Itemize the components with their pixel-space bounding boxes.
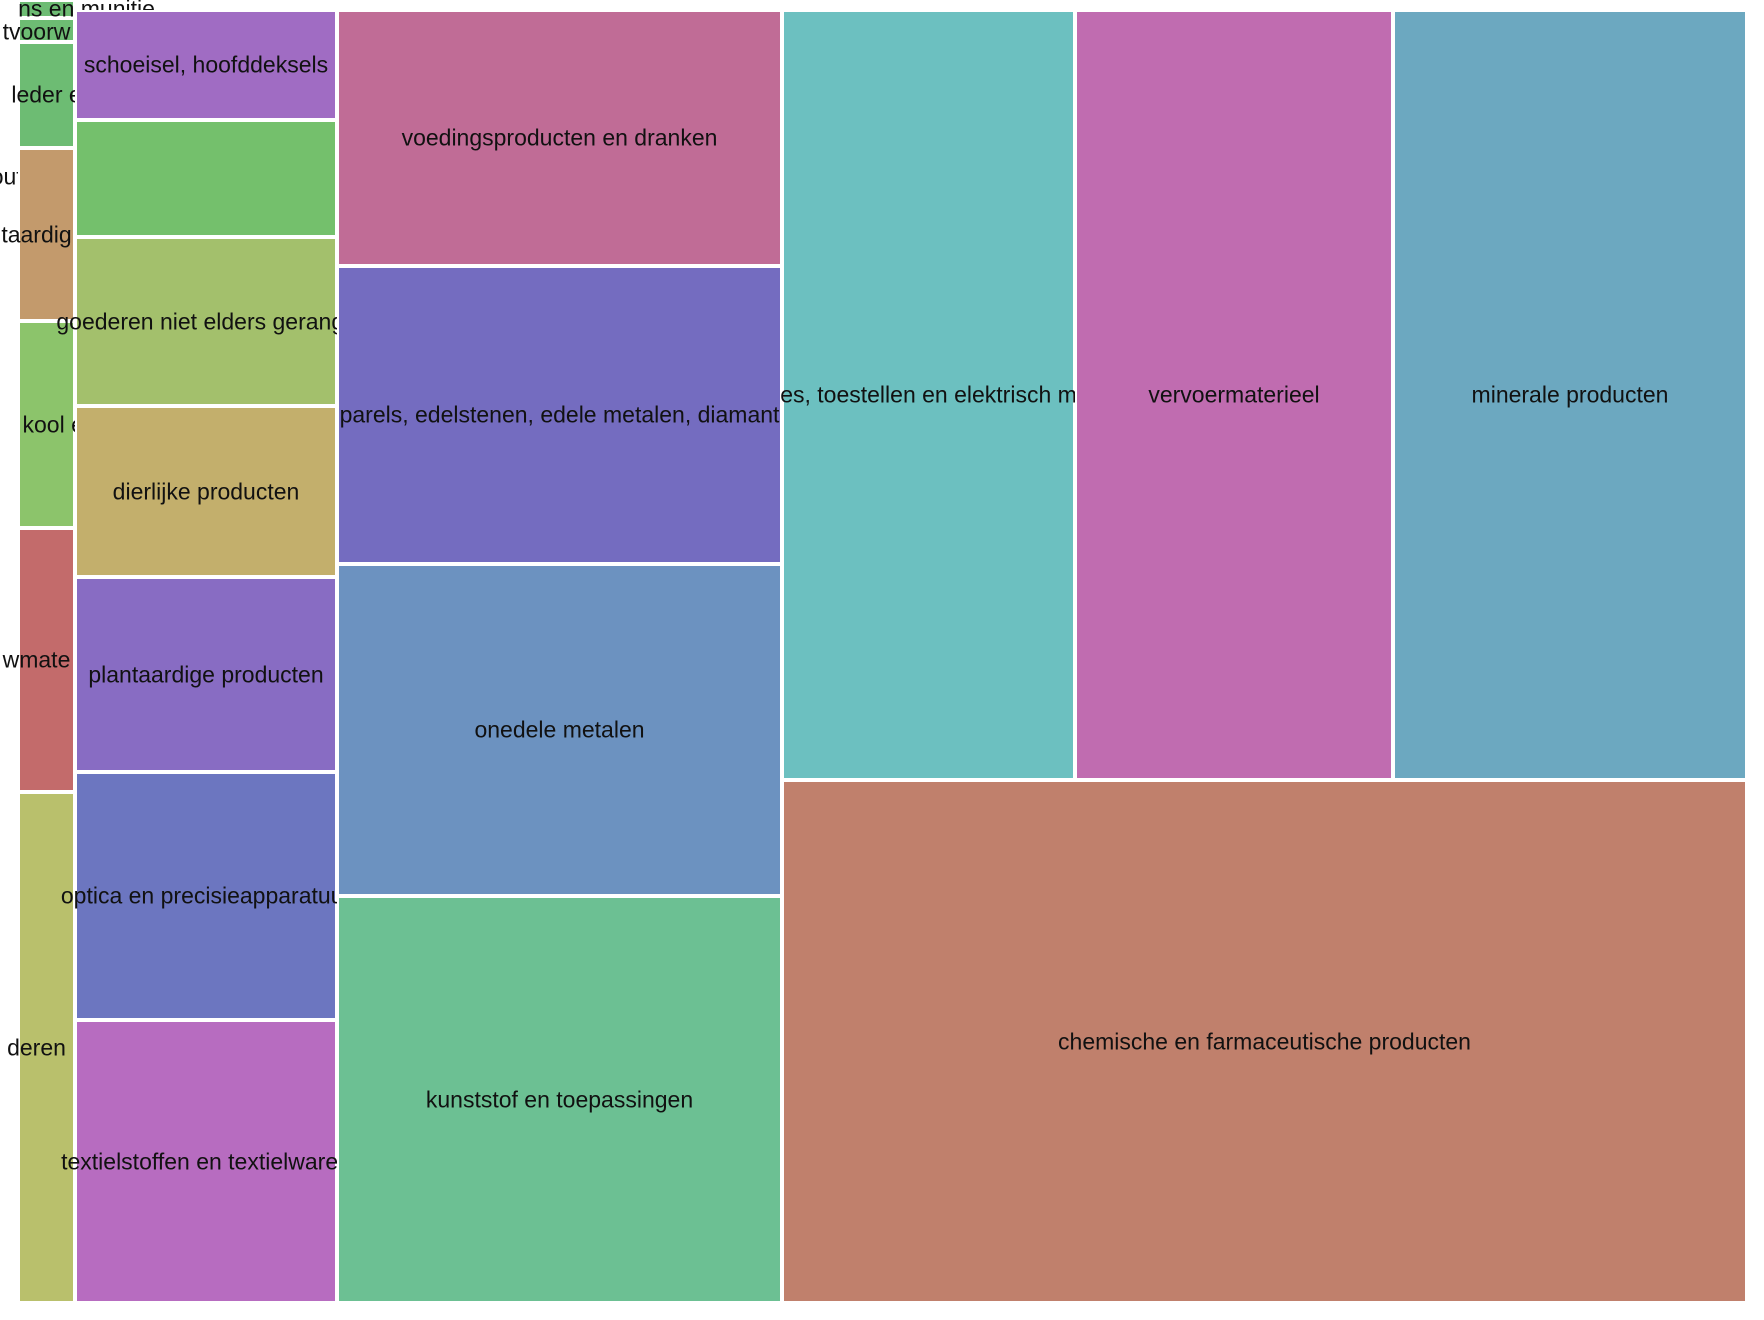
treemap-label-optica-en-precisieapparatuur: optica en precisieapparatuur bbox=[60, 882, 352, 909]
treemap-cell-minerale-producten: minerale producten bbox=[1393, 10, 1747, 780]
treemap-cell-wapens-en-munitie: ns en munitie bbox=[18, 0, 155, 22]
treemap-cell-voedingsproducten-en-dranken: voedingsproducten en dranken bbox=[337, 10, 782, 266]
treemap-label-huiden-en-leder: leder e bbox=[11, 81, 82, 108]
treemap-label-diverse-goederen: deren bbox=[7, 1034, 66, 1060]
treemap-cell-machines-toestellen-en-elektrisch-materieel: es, toestellen en elektrisch m bbox=[780, 10, 1077, 780]
treemap-cell-vervoermaterieel: vervoermaterieel bbox=[1075, 10, 1393, 780]
treemap-cell-onedele-metalen: onedele metalen bbox=[337, 564, 782, 896]
treemap-cell-schoeisel-hoofddeksels: schoeisel, hoofddeksels bbox=[75, 10, 337, 120]
treemap-label-kunststof-en-toepassingen: kunststof en toepassingen bbox=[425, 1086, 694, 1112]
treemap-label-voedingsproducten-en-dranken: voedingsproducten en dranken bbox=[401, 124, 718, 151]
treemap-cell-parels-edelstenen-edele-metalen-diamant: parels, edelstenen, edele metalen, diama… bbox=[337, 266, 782, 564]
treemap-label-vervoermaterieel: vervoermaterieel bbox=[1148, 381, 1320, 408]
treemap-cell-optica-en-precisieapparatuur: optica en precisieapparatuur bbox=[61, 772, 351, 1020]
treemap-cell-huiden-en-leder: leder e bbox=[11, 42, 82, 148]
treemap-cell-goederen-niet-elders-gerangschikt: goederen niet elders gerangs bbox=[56, 237, 356, 406]
treemap-cell-kunststof-en-toepassingen: kunststof en toepassingen bbox=[337, 896, 782, 1303]
treemap-label-vetten-en-oli-n-plantaardige: taardig bbox=[1, 221, 72, 247]
treemap-label-goederen-niet-elders-gerangschikt: goederen niet elders gerangs bbox=[56, 308, 356, 334]
treemap-cell-vetten-en-oli-n-plantaardige: taardig bbox=[1, 148, 75, 321]
treemap-cell-diverse-goederen: deren bbox=[7, 792, 75, 1303]
treemap-label-onedele-metalen: onedele metalen bbox=[474, 716, 645, 743]
treemap-cell-bouwmaterialen: wmate bbox=[3, 528, 75, 792]
treemap-label-bouwmaterialen: wmate bbox=[2, 646, 71, 673]
treemap-label-textielstoffen-en-textielwaren: textielstoffen en textielwaren bbox=[61, 1148, 351, 1174]
treemap-label-chemische-en-farmaceutische-producten: chemische en farmaceutische producten bbox=[1058, 1028, 1471, 1054]
treemap-label-machines-toestellen-en-elektrisch-materieel: es, toestellen en elektrisch m bbox=[780, 381, 1077, 408]
treemap-label-parels-edelstenen-edele-metalen-diamant: parels, edelstenen, edele metalen, diama… bbox=[339, 401, 780, 428]
treemap-cell-textielstoffen-en-textielwaren: textielstoffen en textielwaren bbox=[61, 1020, 351, 1303]
treemap-cell-kunstvoorwerpen: tvoorw bbox=[3, 18, 75, 45]
treemap-cell-plantaardige-producten: plantaardige producten bbox=[75, 577, 337, 772]
treemap-cell-houtpulp-papier-karton bbox=[75, 120, 337, 237]
treemap-label-dierlijke-producten: dierlijke producten bbox=[112, 478, 300, 504]
treemap-label-schoeisel-hoofddeksels: schoeisel, hoofddeksels bbox=[83, 51, 329, 78]
treemap-cell-hout-houtskool-en-houtwaren: kool en houtwaren bbox=[18, 321, 210, 528]
treemap-cell-chemische-en-farmaceutische-producten: chemische en farmaceutische producten bbox=[782, 780, 1747, 1303]
treemap-label-minerale-producten: minerale producten bbox=[1471, 381, 1669, 408]
treemap-label-plantaardige-producten: plantaardige producten bbox=[88, 661, 324, 687]
treemap-cell-dierlijke-producten: dierlijke producten bbox=[75, 406, 337, 577]
